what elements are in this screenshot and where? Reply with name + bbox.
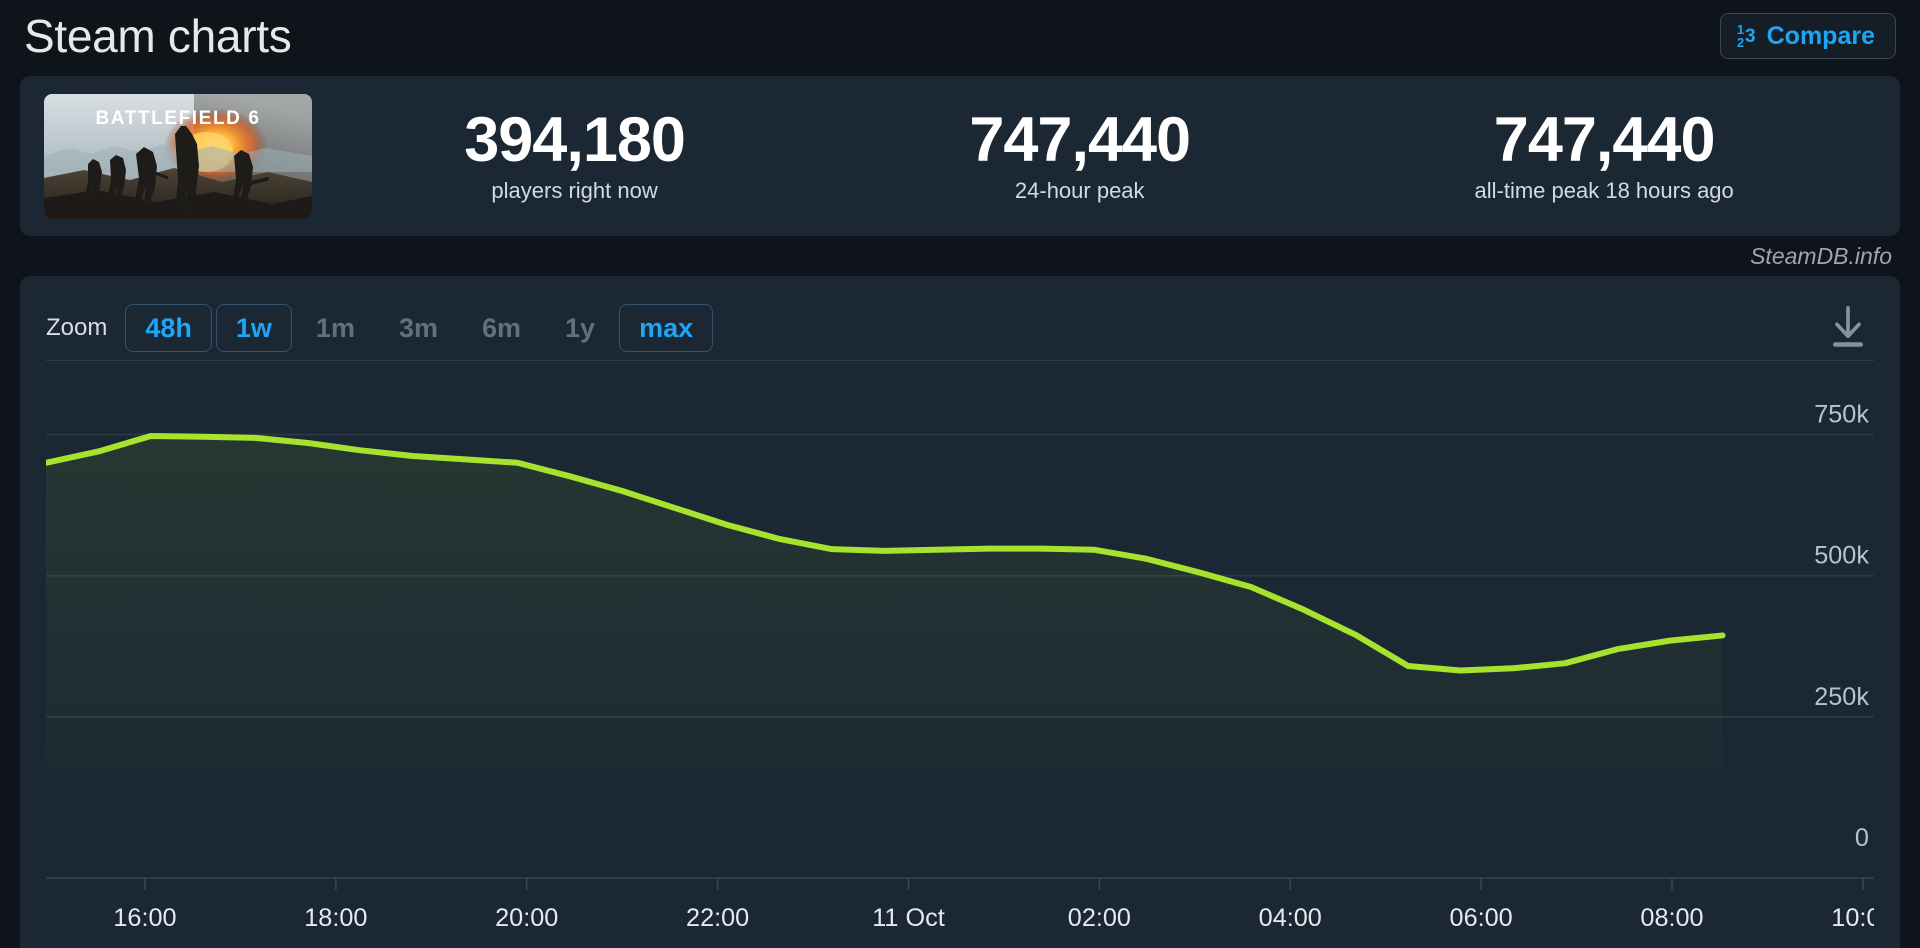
stat-label: all-time peak 18 hours ago: [1474, 177, 1734, 203]
stat-value: 747,440: [1493, 105, 1716, 176]
zoom-range-48h[interactable]: 48h: [125, 303, 212, 353]
zoom-label: Zoom: [46, 314, 108, 341]
y-axis-tick-label: 500k: [1814, 542, 1869, 570]
toolbar-divider: [46, 360, 1874, 361]
x-axis-tick-label: 08:00: [1640, 904, 1703, 932]
series-line-players: [46, 432, 1726, 674]
download-icon[interactable]: [1826, 304, 1870, 352]
fraction-denominator: 2: [1736, 35, 1745, 50]
stat-24-hour-peak: 747,440 24-hour peak: [969, 105, 1191, 204]
zoom-range-3m[interactable]: 3m: [379, 304, 458, 352]
zoom-range-group: Zoom 48h 1w 1m 3m 6m 1y max: [46, 303, 714, 353]
zoom-range-max[interactable]: max: [619, 303, 714, 353]
x-axis-tick-label: 20:00: [495, 904, 558, 932]
zoom-range-1w[interactable]: 1w: [215, 303, 292, 353]
y-axis-tick-label: 250k: [1814, 683, 1869, 711]
chart-card: Zoom 48h 1w 1m 3m 6m 1y max: [20, 276, 1900, 948]
watermark-row: SteamDB.info: [20, 236, 1900, 276]
x-axis-tick-label: 10:00: [1831, 904, 1874, 932]
stats-card: BATTLEFIELD 6 394,180 players right now …: [20, 76, 1900, 236]
chart-toolbar: Zoom 48h 1w 1m 3m 6m 1y max: [46, 298, 1874, 358]
stat-players-right-now: 394,180 players right now: [464, 105, 686, 204]
x-axis-tick-label: 04:00: [1259, 904, 1322, 932]
chart-x-axis: 16:00 18:00 20:00 22:00 11 Oct 02:00 04:00 06:0…: [46, 877, 1874, 932]
page-title: Steam charts: [24, 10, 292, 62]
chart-svg: 0 250k 500k 750k 16:00 18:00 20:00 22:00 11 Oct…: [46, 401, 1874, 932]
series-area: [46, 435, 1723, 858]
chart-y-axis-labels: 0 250k 500k 750k: [1814, 401, 1869, 852]
stat-all-time-peak: 747,440 all-time peak 18 hours ago: [1475, 108, 1734, 204]
page-header: Steam charts 1 2 3 Compare: [20, 0, 1900, 72]
y-axis-tick-label: 0: [1855, 824, 1869, 852]
stat-label: players right now: [491, 177, 658, 203]
x-axis-tick-label: 22:00: [686, 904, 749, 932]
compare-button-label: Compare: [1766, 21, 1875, 50]
x-axis-tick-label: 06:00: [1450, 904, 1513, 932]
game-thumbnail[interactable]: BATTLEFIELD 6: [44, 93, 312, 219]
x-axis-tick-label: 16:00: [113, 904, 176, 932]
compare-button[interactable]: 1 2 3 Compare: [1719, 12, 1896, 60]
battlefield-6-capsule-art: BATTLEFIELD 6: [44, 93, 312, 219]
fraction-one-two-three-icon: 1 2 3: [1736, 21, 1756, 50]
svg-text:BATTLEFIELD 6: BATTLEFIELD 6: [95, 108, 260, 129]
stat-label: 24-hour peak: [1014, 177, 1145, 203]
x-axis-tick-label: 18:00: [304, 904, 367, 932]
players-over-time-chart[interactable]: 0 250k 500k 750k 16:00 18:00 20:00 22:00 11 Oct…: [46, 373, 1874, 933]
zoom-range-1y[interactable]: 1y: [545, 304, 615, 352]
y-axis-tick-label: 750k: [1814, 401, 1869, 429]
chart-line: [46, 432, 1726, 674]
chart-area-fill: [46, 435, 1723, 858]
x-axis-tick-label: 11 Oct: [872, 904, 944, 932]
zoom-range-6m[interactable]: 6m: [462, 304, 541, 352]
stat-value: 394,180: [464, 105, 686, 176]
steamdb-watermark: SteamDB.info: [1750, 242, 1892, 269]
fraction-whole: 3: [1745, 25, 1756, 47]
stats-group: 394,180 players right now 747,440 24-hou…: [312, 108, 1876, 204]
x-axis-tick-label: 02:00: [1068, 904, 1131, 932]
stat-value: 747,440: [969, 105, 1191, 176]
fraction-numerator: 1: [1736, 21, 1745, 37]
zoom-range-1m[interactable]: 1m: [296, 304, 375, 352]
